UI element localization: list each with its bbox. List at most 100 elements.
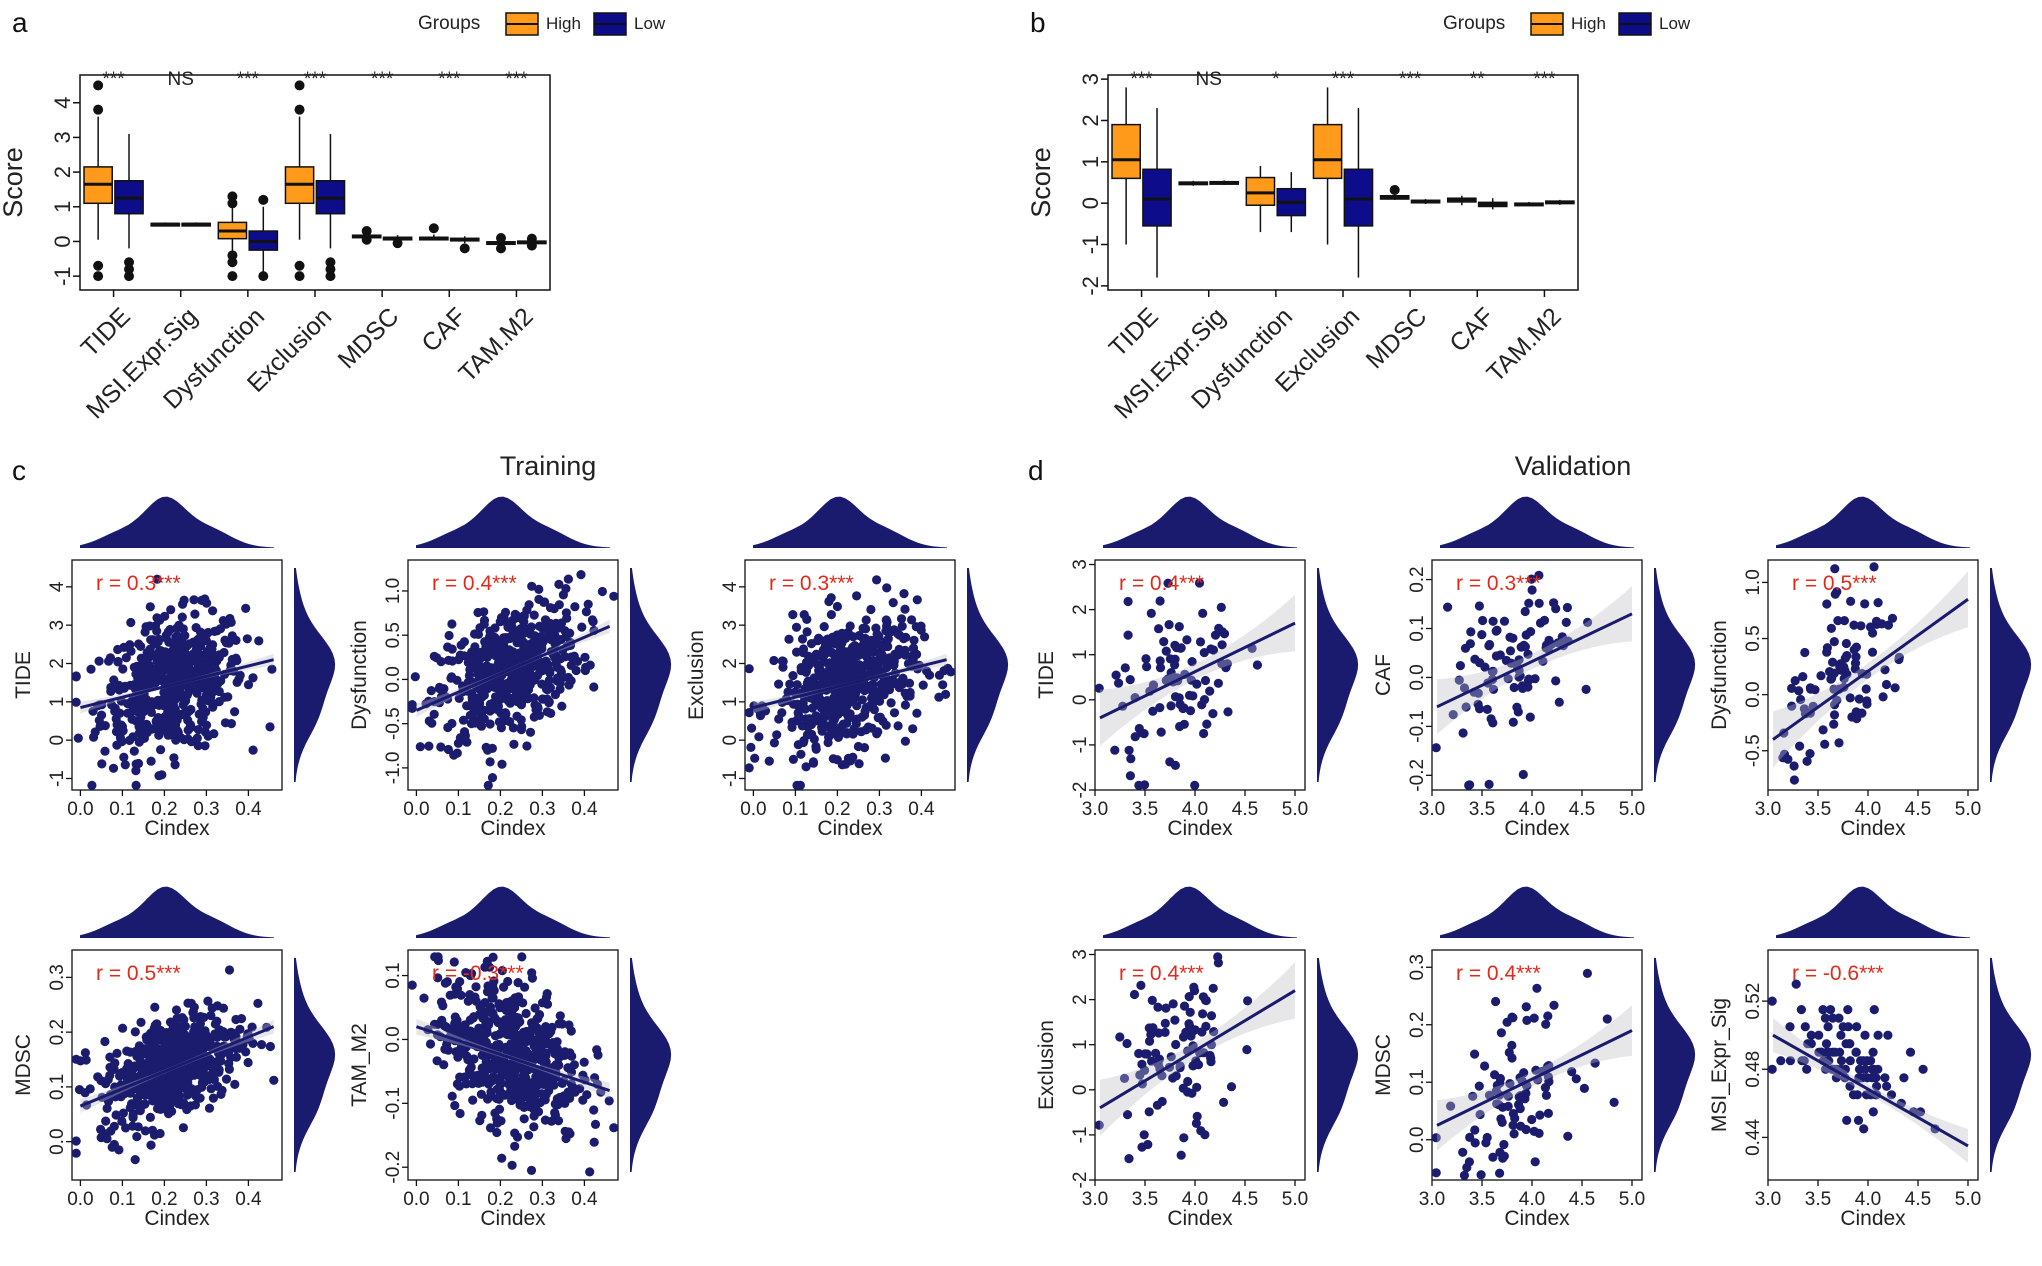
plot-area [1095, 578, 1296, 790]
scatter-point [1141, 654, 1151, 664]
scatter-point [1143, 1139, 1153, 1150]
correlation-annotation: r = 0.5*** [1792, 572, 1877, 595]
x-tick-label: 0.3 [529, 799, 555, 820]
scatter-point [911, 622, 921, 632]
scatter-point [1873, 1030, 1883, 1040]
scatter-point [1205, 686, 1215, 696]
scatter-point [471, 982, 481, 992]
scatter-point [1860, 1030, 1870, 1040]
scatter-point [140, 1099, 150, 1109]
scatter-point [875, 712, 885, 722]
marginal-density-y [294, 958, 336, 1172]
scatter-point [521, 1008, 531, 1019]
scatter-point [1531, 1065, 1541, 1075]
box-outlier [227, 250, 238, 261]
scatter-point [435, 682, 445, 693]
scatter-point [1836, 659, 1846, 669]
scatter-point [520, 626, 531, 637]
scatter-point [108, 763, 119, 773]
x-tick-label: 5.0 [1282, 799, 1308, 820]
scatter-point [557, 701, 567, 711]
scatter-point [576, 570, 586, 580]
scatter-point [105, 1070, 115, 1080]
scatter-point [203, 731, 213, 741]
scatter-point [1590, 1058, 1600, 1068]
scatter-point [529, 610, 539, 620]
scatter-point [408, 700, 417, 710]
scatter-point [118, 664, 128, 674]
scatter-point [146, 1140, 156, 1150]
scatter-point [529, 1122, 539, 1132]
scatter-point [190, 1022, 200, 1032]
scatter-point [774, 714, 784, 724]
scatter-point [880, 753, 891, 763]
scatter-point [1823, 1022, 1833, 1032]
scatter-point [72, 1054, 81, 1064]
scatter-point [1499, 1139, 1509, 1150]
scatter-point [169, 686, 179, 696]
y-tick-label: -2 [1070, 782, 1091, 799]
scatter-point [1843, 1022, 1853, 1032]
scatter-point [527, 670, 537, 681]
x-tick-label: 4.0 [1855, 1189, 1881, 1210]
scatter-point [1816, 671, 1826, 681]
scatter-point [429, 709, 439, 719]
scatter-point [496, 1116, 506, 1126]
scatter-point [609, 1123, 618, 1133]
scatter-point [868, 679, 878, 690]
scatter-point [555, 1011, 565, 1021]
scatter-point [119, 642, 129, 653]
scatter-point [560, 1050, 570, 1060]
scatter-point [132, 661, 142, 672]
y-tick-label: -1 [720, 770, 741, 787]
scatter-point [100, 721, 110, 731]
x-tick-label: TAM.M2 [453, 302, 538, 387]
y-tick-label: 0.5 [383, 622, 404, 648]
scatter-point [1541, 1019, 1551, 1029]
box-high-TAM.M2 [1514, 201, 1544, 207]
scatter-point [874, 631, 884, 642]
scatter-point [1871, 1073, 1881, 1083]
scatter-point [588, 617, 598, 627]
x-tick-label: 0.2 [487, 1189, 513, 1210]
scatter-point [520, 982, 530, 992]
x-tick-label: 0.1 [109, 799, 135, 820]
scatter-point [243, 1057, 253, 1068]
scatter-point [537, 679, 547, 689]
scatter-point [1170, 1015, 1180, 1025]
scatter-point [224, 965, 235, 975]
scatter-point [828, 632, 838, 642]
scatter-point [1206, 1011, 1217, 1021]
scatter-point [481, 1024, 491, 1034]
scatter-point [609, 591, 618, 601]
scatter-point [202, 598, 212, 608]
scatter-point [520, 1101, 530, 1111]
scatter-point [1488, 684, 1499, 695]
scatter-point [545, 603, 556, 613]
scatter-point [540, 597, 550, 607]
scatter-point [1825, 667, 1835, 677]
y-axis-label: Dysfunction [1708, 620, 1731, 730]
correlation-annotation: r = 0.4*** [1456, 962, 1541, 985]
scatter-point [824, 596, 834, 607]
scatter-point [169, 753, 179, 763]
scatter-point [178, 1123, 188, 1133]
scatter-point [466, 719, 477, 729]
scatter-point [200, 1037, 210, 1047]
scatter-point [224, 1045, 234, 1055]
scatter-point [243, 680, 254, 690]
scatter-point [893, 721, 903, 731]
y-tick-label: -2 [1078, 276, 1103, 296]
scatter-point [117, 737, 127, 747]
scatter-point [186, 1101, 196, 1111]
scatter-point [158, 1093, 168, 1103]
scatter-point [835, 688, 845, 698]
scatter-point [516, 1094, 526, 1104]
scatter-point [1205, 1050, 1215, 1061]
scatter-point [1798, 672, 1808, 682]
scatter-point [861, 725, 871, 735]
scatter-point [1856, 621, 1866, 631]
scatter-plot-mdsc: 3.0 3.5 4.0 4.5 5.0 0.0 0.1 0.2 0.3 Cindex MDSC r =… [1372, 886, 1696, 1230]
scatter-point [476, 1089, 486, 1099]
box-low-Exclusion [1343, 108, 1374, 278]
